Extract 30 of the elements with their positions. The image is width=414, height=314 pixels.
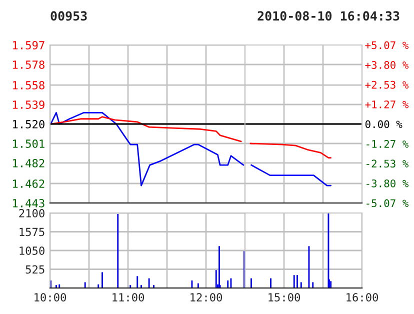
line-series — [50, 116, 242, 142]
y-tick-label: 1.443 — [13, 199, 44, 208]
text: -3.80 % — [366, 179, 409, 188]
y-tick-label: 1050 — [20, 246, 44, 255]
text: -5.07 % — [366, 199, 409, 208]
text: +1.27 % — [365, 100, 409, 108]
text: +2.53 % — [365, 80, 409, 89]
y-tick-label: 1.578 — [13, 60, 44, 69]
y-tick-label: 1.501 — [13, 140, 44, 148]
text: +3.80 % — [365, 61, 409, 69]
x-tick-label: 15:00 — [268, 293, 300, 302]
x-tick-label: 10:00 — [34, 293, 66, 302]
y-tick-label: 1.462 — [13, 180, 44, 188]
x-tick-label: 12:00 — [190, 293, 222, 302]
chart-title: 00953 — [50, 11, 87, 21]
text: -1.27 % — [366, 140, 409, 148]
chart-title: 2010-08-10 16:04:33 — [258, 11, 400, 21]
x-tick-label: 16:00 — [346, 293, 378, 302]
y-tick-label: 1575 — [20, 228, 44, 236]
text: +5.07 % — [365, 41, 409, 50]
y-tick-label: 1.482 — [13, 158, 44, 168]
text: 0.00 % — [365, 120, 402, 128]
y-tick-label: 525 — [26, 265, 44, 274]
y-tick-label: 2100 — [19, 209, 44, 218]
y-tick-label: 1.520 — [13, 120, 44, 128]
y-tick-label: 1.597 — [13, 41, 44, 50]
text: -2.53 % — [366, 160, 409, 168]
y-tick-label: 1.558 — [13, 81, 44, 90]
x-tick-label: 11:00 — [112, 293, 144, 302]
y-tick-label: 1.539 — [13, 100, 44, 109]
